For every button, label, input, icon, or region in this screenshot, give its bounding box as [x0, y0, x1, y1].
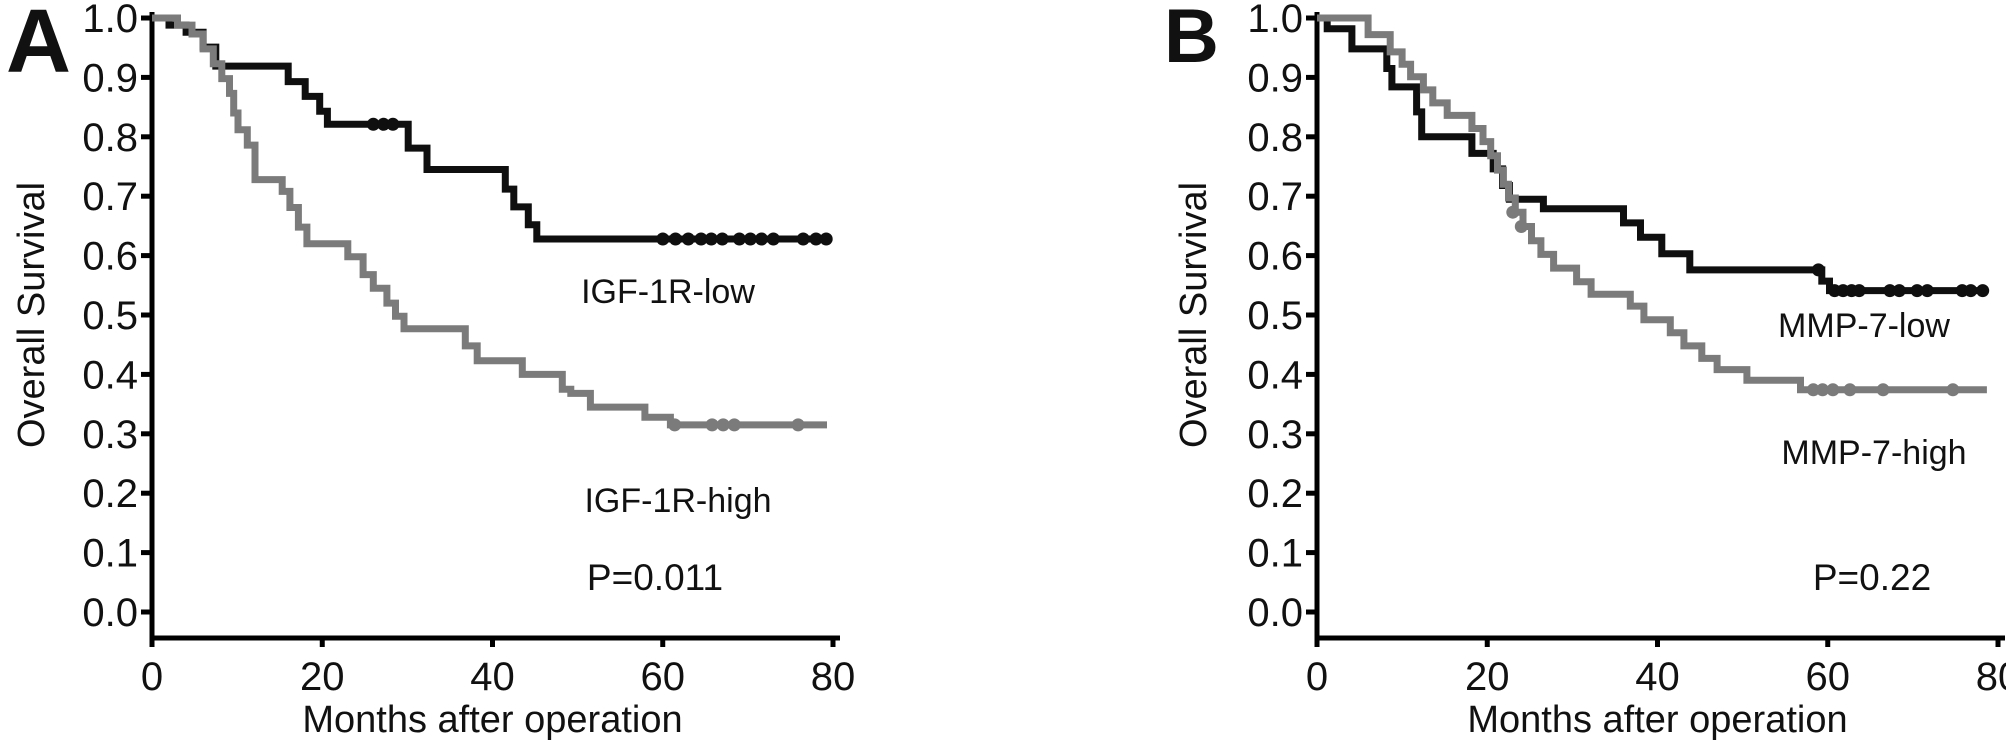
curve-label-mmp-7-low: MMP-7-low [1778, 307, 1950, 345]
censor-tick [1806, 383, 1820, 397]
y-tick-label: 0.3 [82, 413, 138, 457]
censor-tick [377, 117, 390, 131]
censor-tick [715, 232, 729, 246]
censor-tick [1883, 284, 1897, 298]
censor-tick [791, 418, 805, 432]
y-tick-label: 0.0 [82, 591, 138, 635]
curve-label-igf-1r-low: IGF-1R-low [581, 273, 755, 311]
censor-tick [766, 232, 780, 246]
y-tick-label: 0.5 [1247, 294, 1303, 338]
panel-letter: A [6, 0, 71, 92]
censor-tick [727, 418, 741, 432]
y-tick-label: 0.5 [82, 294, 138, 338]
y-tick-label: 0.0 [1247, 591, 1303, 635]
censor-tick [819, 232, 833, 246]
censor-tick [1910, 284, 1924, 298]
x-tick-label: 0 [1306, 655, 1328, 699]
y-axis-title: Overall Survival [11, 182, 53, 448]
censor-tick [732, 232, 746, 246]
IGF-1R-high-curve [152, 14, 827, 429]
y-tick-label: 0.3 [1247, 413, 1303, 457]
censor-tick [716, 418, 730, 432]
panel-letter: B [1164, 0, 1219, 79]
y-tick-label: 0.4 [1247, 353, 1303, 397]
y-tick-label: 0.1 [82, 532, 138, 576]
x-tick-label: 0 [141, 655, 163, 699]
y-tick-label: 0.6 [1247, 235, 1303, 279]
x-tick-label: 20 [300, 655, 345, 699]
MMP-7-low-censor-marks [1811, 263, 1990, 298]
censor-tick [1920, 284, 1934, 298]
x-axis-title: Months after operation [1467, 699, 1847, 741]
x-tick-label: 20 [1465, 655, 1510, 699]
IGF-1R-low-censor-marks [366, 117, 833, 246]
censor-tick [669, 232, 682, 246]
censor-tick [755, 232, 768, 246]
censor-tick [704, 232, 718, 246]
y-tick-label: 1.0 [1247, 0, 1303, 41]
IGF-1R-low-curve [152, 14, 829, 243]
censor-tick [694, 232, 708, 246]
y-tick-label: 0.8 [1247, 116, 1303, 160]
x-tick-label: 80 [1976, 655, 2006, 699]
censor-tick [1816, 383, 1830, 397]
censor-tick [668, 418, 682, 432]
panel-A: A 1.0 0.9 0.8 0.7 0.6 0.5 0.4 0.3 0.2 0.1 0.00 20 40 6… [6, 0, 855, 741]
curve-label-mmp-7-high: MMP-7-high [1781, 434, 1966, 472]
y-tick-label: 0.4 [82, 353, 138, 397]
IGF-1R-high-censor-marks [668, 418, 805, 432]
censor-tick [1826, 383, 1840, 397]
y-tick-label: 0.7 [82, 175, 138, 219]
censor-tick [1892, 284, 1906, 298]
censor-tick [809, 232, 823, 246]
censor-tick [1964, 284, 1978, 298]
censor-tick [743, 232, 757, 246]
y-tick-label: 0.6 [82, 235, 138, 279]
curve-label-igf-1r-high: IGF-1R-high [584, 482, 771, 520]
p-value-label: P=0.011 [587, 557, 723, 598]
censor-tick [681, 232, 695, 246]
censor-tick [1811, 263, 1825, 277]
p-value-label: P=0.22 [1813, 557, 1931, 598]
y-tick-label: 0.7 [1247, 175, 1303, 219]
MMP-7-low-curve [1317, 14, 1986, 295]
y-tick-label: 1.0 [82, 0, 138, 41]
MMP-7-high-censor-marks [1506, 205, 1960, 397]
censor-tick [656, 232, 670, 246]
panel-B: B 1.0 0.9 0.8 0.7 0.6 0.5 0.4 0.3 0.2 0.1 0.00 20 40 6… [1164, 0, 2006, 741]
censor-tick [1843, 383, 1857, 397]
censor-tick [1946, 383, 1960, 397]
y-tick-label: 0.9 [82, 56, 138, 100]
censor-tick [1514, 220, 1528, 233]
y-axis-title: Overall Survival [1173, 182, 1215, 448]
x-tick-label: 60 [641, 655, 686, 699]
x-tick-label: 40 [1635, 655, 1680, 699]
x-tick-label: 40 [470, 655, 515, 699]
censor-tick [1852, 284, 1866, 298]
y-tick-label: 0.9 [1247, 56, 1303, 100]
censor-tick [386, 117, 400, 131]
x-tick-label: 60 [1806, 655, 1851, 699]
censor-tick [796, 232, 810, 246]
censor-tick [1506, 205, 1520, 219]
x-tick-label: 80 [811, 655, 856, 699]
x-axis-title: Months after operation [302, 699, 682, 741]
censor-tick [1976, 284, 1990, 298]
y-tick-label: 0.8 [82, 116, 138, 160]
censor-tick [705, 418, 719, 432]
y-tick-label: 0.1 [1247, 532, 1303, 576]
censor-tick [1876, 383, 1890, 397]
y-tick-label: 0.2 [82, 472, 138, 516]
y-tick-label: 0.2 [1247, 472, 1303, 516]
censor-tick [366, 117, 380, 131]
